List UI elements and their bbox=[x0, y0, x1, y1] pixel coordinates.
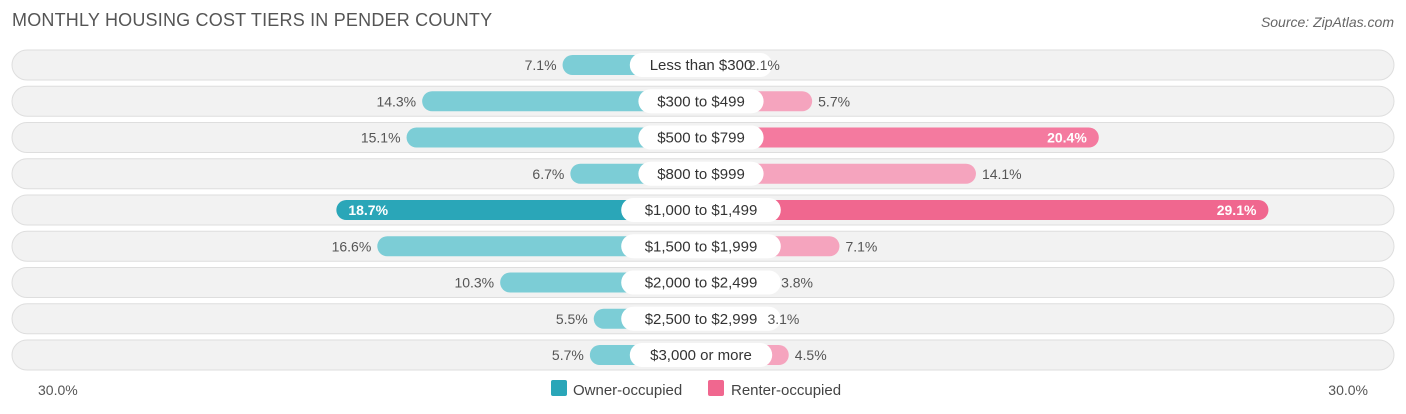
category-pill bbox=[621, 306, 781, 331]
renter-value-label: 3.8% bbox=[781, 275, 813, 291]
renter-value-label: 2.1% bbox=[748, 57, 780, 73]
category-pill bbox=[629, 343, 773, 367]
chart-title: MONTHLY HOUSING COST TIERS IN PENDER COU… bbox=[12, 10, 493, 30]
owner-bar bbox=[422, 91, 701, 112]
owner-value-label: 5.7% bbox=[552, 347, 584, 363]
renter-value-label: 14.1% bbox=[982, 166, 1022, 182]
owner-value-label: 7.1% bbox=[525, 57, 557, 73]
category-label: $2,500 to $2,999 bbox=[645, 311, 758, 328]
category-pill bbox=[621, 270, 781, 295]
owner-value-label: 6.7% bbox=[532, 166, 564, 182]
renter-value-label: 5.7% bbox=[818, 93, 850, 109]
renter-value-label: 3.1% bbox=[767, 311, 799, 327]
category-label: $2,000 to $2,499 bbox=[645, 275, 758, 292]
owner-value-label: 10.3% bbox=[454, 275, 494, 291]
category-pill bbox=[629, 53, 773, 77]
legend-label-owner: Owner-occupied bbox=[573, 382, 682, 399]
category-label: $3,000 or more bbox=[650, 347, 752, 364]
chart-source: Source: ZipAtlas.com bbox=[1260, 14, 1394, 30]
category-label: $300 to $499 bbox=[657, 93, 745, 110]
category-pill bbox=[638, 89, 764, 114]
axis-label-right: 30.0% bbox=[1328, 382, 1368, 398]
renter-value-label: 4.5% bbox=[795, 347, 827, 363]
renter-value-label: 7.1% bbox=[845, 238, 877, 254]
renter-value-label: 29.1% bbox=[1217, 202, 1257, 218]
category-pill bbox=[638, 125, 764, 150]
category-pill bbox=[638, 161, 764, 186]
axis-label-left: 30.0% bbox=[38, 382, 78, 398]
category-pill bbox=[621, 234, 781, 259]
renter-value-label: 20.4% bbox=[1047, 130, 1087, 146]
owner-value-label: 16.6% bbox=[332, 238, 372, 254]
category-pill bbox=[621, 198, 781, 222]
category-label: $1,000 to $1,499 bbox=[645, 202, 758, 219]
owner-bar bbox=[336, 200, 701, 220]
owner-bar bbox=[377, 236, 701, 257]
category-label: $1,500 to $1,999 bbox=[645, 238, 758, 255]
category-label: $500 to $799 bbox=[657, 130, 745, 147]
renter-bar bbox=[701, 200, 1269, 220]
legend-swatch-owner bbox=[551, 380, 567, 396]
owner-value-label: 18.7% bbox=[348, 202, 388, 218]
legend-label-renter: Renter-occupied bbox=[731, 382, 841, 399]
renter-bar bbox=[701, 127, 1099, 148]
owner-value-label: 14.3% bbox=[376, 93, 416, 109]
category-label: $800 to $999 bbox=[657, 166, 745, 183]
owner-bar bbox=[406, 127, 701, 148]
category-label: Less than $300 bbox=[650, 57, 753, 74]
legend-swatch-renter bbox=[708, 380, 724, 396]
owner-value-label: 15.1% bbox=[361, 130, 401, 146]
owner-value-label: 5.5% bbox=[556, 311, 588, 327]
renter-bar bbox=[701, 163, 976, 184]
